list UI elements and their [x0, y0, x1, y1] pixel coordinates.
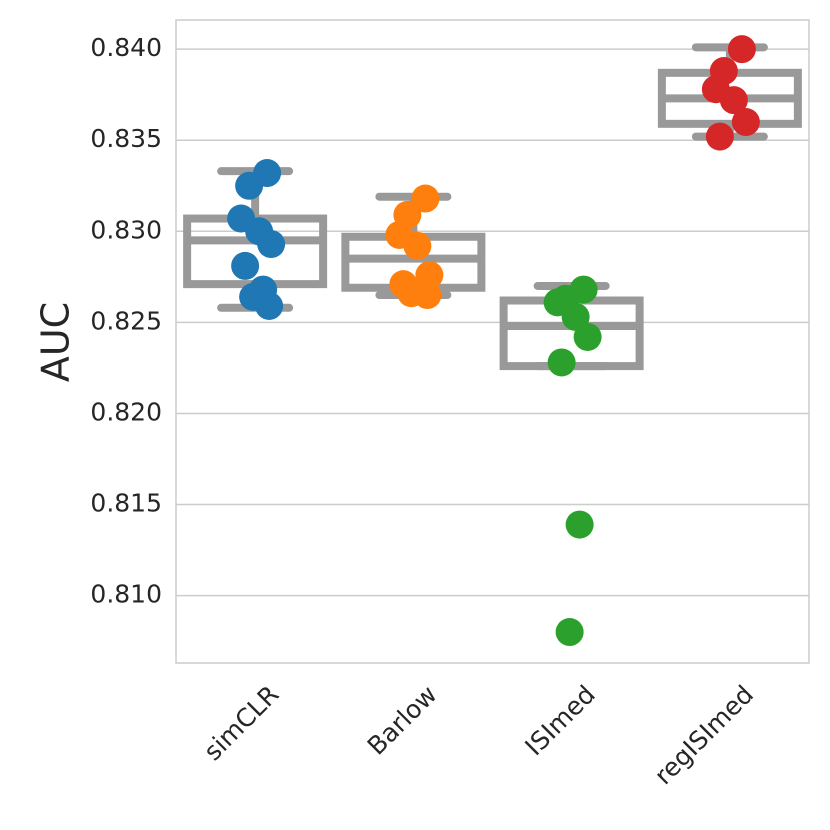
- data-point: [235, 171, 264, 200]
- strip-points: [227, 35, 760, 647]
- data-point: [705, 122, 734, 151]
- data-point: [255, 291, 284, 320]
- x-tick-label: Barlow: [362, 680, 443, 761]
- y-gridlines: [176, 48, 809, 597]
- data-point: [731, 108, 760, 137]
- data-point: [573, 322, 602, 351]
- plot-area: [175, 19, 810, 664]
- y-tick-label: 0.825: [90, 306, 162, 335]
- x-tick-label: ISImed: [519, 680, 600, 761]
- data-point: [257, 230, 286, 259]
- data-point: [565, 510, 594, 539]
- y-tick-label: 0.830: [90, 215, 162, 244]
- y-axis-label: AUC: [34, 302, 78, 382]
- data-point: [413, 281, 442, 310]
- y-tick-label: 0.840: [90, 33, 162, 62]
- data-point: [727, 35, 756, 64]
- x-tick-label: regISImed: [649, 680, 759, 790]
- x-tick-labels: simCLR Barlow ISImed regISImed: [198, 680, 759, 790]
- y-tick-label: 0.835: [90, 124, 162, 153]
- y-tick-labels: 0.810 0.815 0.820 0.825 0.830 0.835 0.840: [90, 33, 162, 608]
- data-point: [555, 618, 584, 647]
- x-tick-label: simCLR: [198, 680, 284, 766]
- data-point: [411, 184, 440, 213]
- y-tick-label: 0.810: [90, 580, 162, 609]
- data-point: [719, 86, 748, 115]
- data-point: [547, 348, 576, 377]
- y-tick-label: 0.815: [90, 489, 162, 518]
- y-tick-label: 0.820: [90, 397, 162, 426]
- data-point: [231, 251, 260, 280]
- data-point: [403, 231, 432, 260]
